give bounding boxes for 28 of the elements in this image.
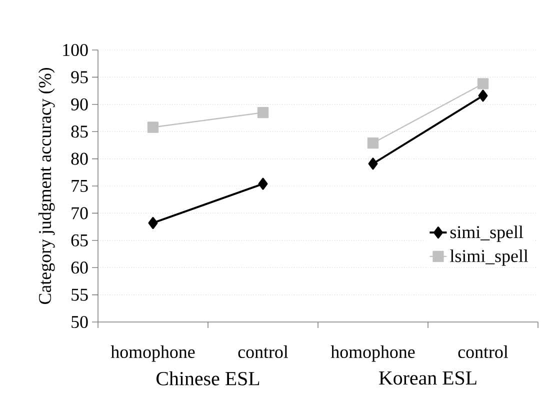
point — [477, 78, 489, 90]
x-tick-label: control — [458, 345, 508, 358]
point — [147, 122, 159, 133]
x-tick-label: control — [238, 345, 288, 358]
y-tick-label: 75 — [72, 180, 88, 192]
y-tick-label: 80 — [71, 152, 88, 165]
y-tick-label: 65 — [71, 234, 88, 246]
y-tick-label: 90 — [71, 98, 88, 110]
y-tick-label: 85 — [71, 126, 88, 138]
y-tick-label: 60 — [71, 262, 88, 274]
y-tick-label: 55 — [72, 288, 88, 301]
text: Chinese ESL — [156, 371, 260, 386]
y-tick-label: 50 — [72, 316, 88, 328]
legend-label: simi_spell — [450, 226, 524, 242]
point — [258, 178, 268, 190]
y-axis-title: Category judgment accuracy (%) — [38, 68, 55, 304]
point — [478, 90, 488, 102]
y-tick-label: 70 — [72, 207, 88, 220]
point — [368, 158, 378, 170]
x-tick-label: homophone — [110, 345, 195, 362]
point — [148, 217, 158, 229]
point — [257, 106, 269, 118]
y-tick-label: 95 — [71, 71, 88, 84]
legend-label: lsimi_spell — [450, 249, 528, 266]
x-tick-label: homophone — [330, 345, 415, 362]
point — [367, 137, 379, 149]
y-tick-label: 100 — [63, 44, 88, 56]
text: Korean ESL — [379, 371, 476, 385]
